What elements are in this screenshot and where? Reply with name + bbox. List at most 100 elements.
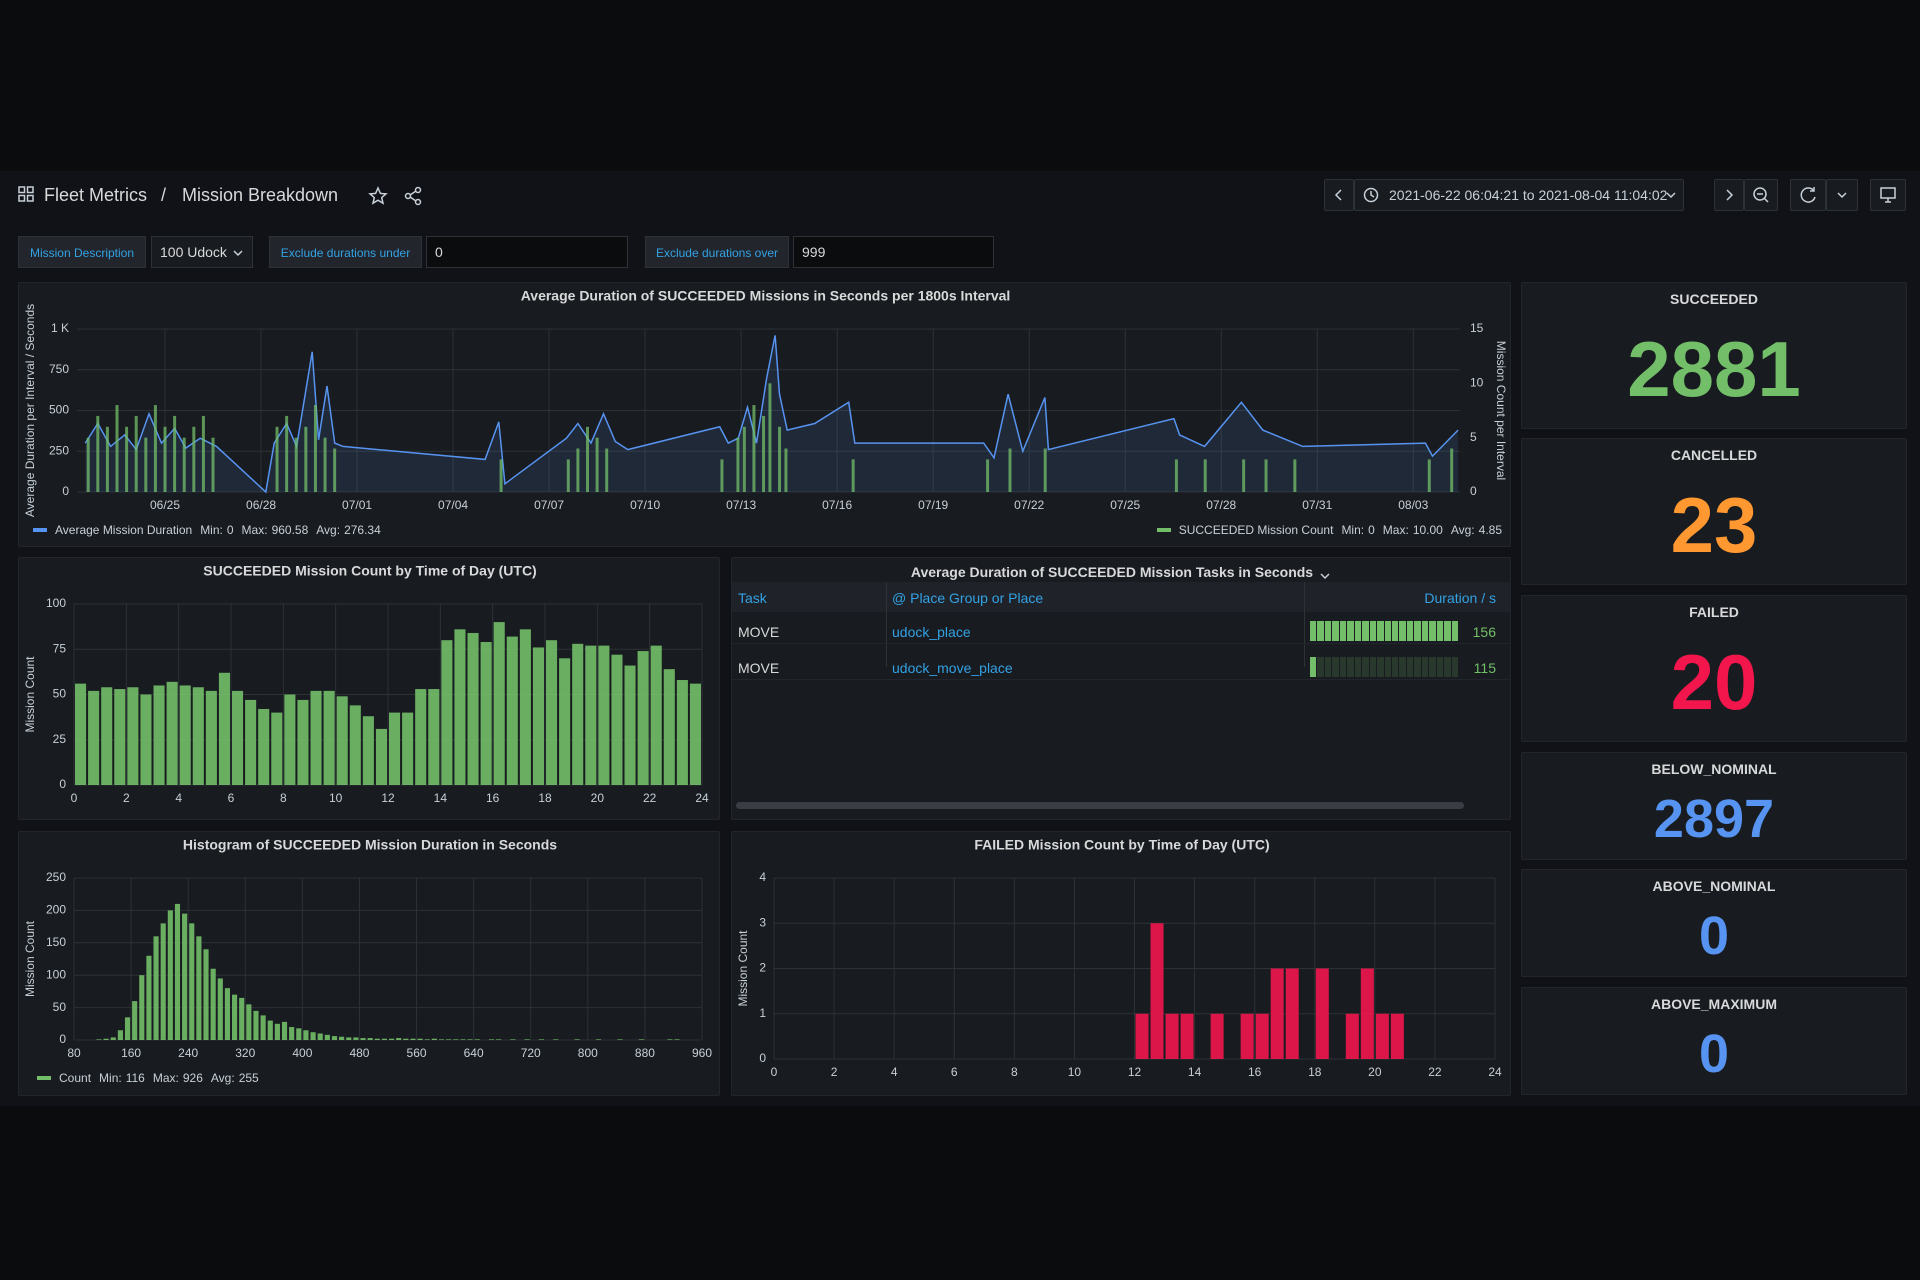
stat-value: 0 [1698,906,1730,966]
chevron-left [1334,189,1342,201]
y-tick-label: 75 [53,641,67,655]
count-bar [153,405,157,492]
y2-tick-label: 5 [1470,430,1477,444]
gauge-segment [1406,657,1414,677]
count-bar [211,437,215,492]
gauge-segment [1377,657,1384,677]
count-bar [105,426,109,492]
histogram-bar [493,622,505,785]
time-picker[interactable]: 2021-06-22 06:04:21 to 2021-08-04 11:04:… [1354,179,1684,211]
bar-gauge [1310,621,1459,641]
place-link[interactable]: udock_place [892,624,971,640]
variable-label: Mission Description [18,236,146,268]
scrollbar[interactable] [736,802,1464,809]
histogram-bar [310,1032,316,1040]
panel-duration-timeseries: Average Duration of SUCCEEDED Missions i… [18,282,1511,547]
y-tick-label: 100 [46,596,66,610]
place-link[interactable]: udock_move_place [892,660,1013,676]
legend-stat: Max: 960.58 [242,523,309,537]
legend-item[interactable]: Count Min: 116 Max: 926 Avg: 255 [37,1071,259,1085]
histogram-bar [127,687,139,785]
legend-stat-label: Max: [241,523,268,537]
gauge-segment [1362,657,1369,677]
star-icon[interactable] [368,186,388,206]
gauge-segment [1324,657,1332,677]
column-header[interactable]: Task [738,590,767,606]
histogram-bar [374,1038,380,1040]
y-tick-label: 25 [53,732,67,746]
dashboard-title[interactable]: Mission Breakdown [182,185,339,205]
x-tick-label: 07/10 [630,498,660,512]
histogram-bar [258,708,270,785]
variable-select[interactable]: 100 Udock [151,236,253,268]
breadcrumb-parent[interactable]: Fleet Metrics [44,185,148,205]
caret [1666,192,1676,199]
legend-stat: Min: 116 [99,1071,145,1085]
histogram-bar [1390,1013,1404,1059]
x-tick-label: 560 [407,1046,427,1060]
x-tick-label: 24 [695,791,709,805]
legend-stat: Min: 0 [1341,523,1374,537]
count-bar [86,437,90,492]
gauge-segment [1391,657,1399,677]
panel-task-table: Average Duration of SUCCEEDED Mission Ta… [731,557,1511,820]
legend-item[interactable]: Average Mission Duration Min: 0 Max: 960.58 A… [33,523,381,537]
x-tick-label: 07/19 [918,498,948,512]
x-tick-label: 10 [1068,1065,1082,1079]
histogram-bar [506,636,518,785]
caret-path [1320,573,1330,580]
apps-icon[interactable] [18,186,34,202]
x-tick-label: 960 [692,1046,712,1060]
histogram-bar [196,936,202,1040]
x-tick-label: 720 [521,1046,541,1060]
legend-name: SUCCEEDED Mission Count [1178,523,1334,537]
legend-item[interactable]: SUCCEEDED Mission Count Min: 0 Max: 10.00 Avg… [1156,523,1502,537]
count-bar [275,426,279,492]
histogram-bar [467,1039,473,1040]
histogram-bar [1285,968,1299,1059]
column-header[interactable]: @ Place Group or Place [892,590,1044,606]
histogram-bar [189,923,195,1040]
histogram-bar [140,694,152,785]
stat-panel: SUCCEEDED 2881 [1521,282,1907,429]
histogram-bar [274,1023,280,1040]
refresh-button[interactable] [1790,179,1826,211]
share-icon[interactable] [403,186,423,206]
count-bar [304,426,308,492]
time-back-button[interactable] [1324,179,1354,211]
histogram-bar [174,903,181,1040]
task-cell: MOVE [738,660,780,676]
histogram-bar [598,645,610,785]
histogram-bar [1255,1013,1269,1059]
column-header[interactable]: Duration / s [1424,590,1496,606]
histogram-bar [546,640,558,785]
x-tick-label: 0 [71,791,78,805]
time-forward-button[interactable] [1714,179,1744,211]
legend-name: Count [59,1071,92,1085]
x-tick-label: 08/03 [1398,498,1428,512]
chart-title: Average Duration of SUCCEEDED Missions i… [521,288,1011,304]
panel-count-by-time: SUCCEEDED Mission Count by Time of Day (… [18,557,720,820]
tv-mode-button[interactable] [1870,179,1906,211]
refresh-interval-button[interactable] [1826,179,1858,211]
histogram-bar [353,1037,359,1040]
count-bar [778,426,782,492]
histogram-bar [624,665,636,785]
y-tick-label: 50 [53,687,67,701]
legend-stat: Min: 0 [200,523,233,537]
variable-input[interactable]: 999 [793,236,994,268]
y-tick-label: 1 [759,1006,766,1020]
zoom-out-button[interactable] [1744,179,1778,211]
count-bar [192,426,196,492]
histogram-bar [339,1036,345,1040]
stat-value: 0 [1698,1024,1730,1084]
gauge-segment [1406,621,1414,641]
variable-input[interactable]: 0 [426,236,628,268]
gauge-segment [1399,657,1406,677]
gauge-segment [1421,657,1429,677]
variable-value: 100 Udock [160,244,227,260]
histogram-bar [467,632,479,785]
histogram-bar [323,690,335,785]
histogram-bar [114,689,126,785]
stat-value: 2881 [1627,325,1801,413]
